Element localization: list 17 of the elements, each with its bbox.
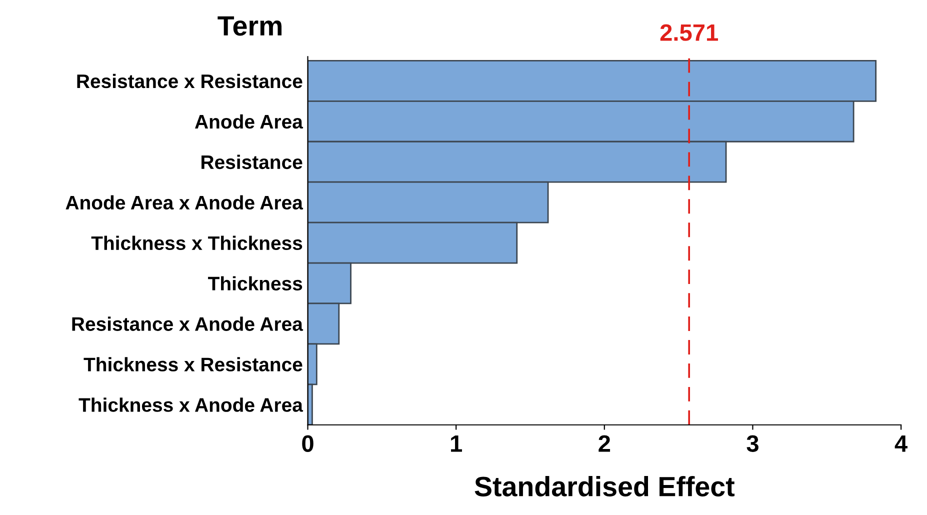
x-tick-label: 2: [598, 435, 610, 452]
y-tick-label: Thickness: [208, 276, 302, 290]
y-tick-label: Thickness x Resistance: [84, 357, 302, 372]
y-tick-label: Thickness x Thickness: [91, 236, 302, 250]
x-tick-label: 0: [302, 435, 314, 452]
y-axis-title: Term: [218, 16, 282, 36]
x-tick-label: 3: [746, 435, 758, 452]
x-axis-title: Standardised Effect: [474, 476, 735, 496]
y-tick-label: Resistance x Anode Area: [72, 316, 304, 331]
y-tick-label: Thickness x Anode Area: [78, 398, 304, 412]
y-tick-label: Anode Area: [194, 114, 304, 129]
y-tick-label: Resistance: [202, 154, 302, 170]
x-tick-label: 4: [894, 435, 908, 452]
x-tick-label: 1: [451, 435, 462, 452]
y-tick-label: Anode Area x Anode Area: [66, 195, 304, 210]
ref-line-label: 2.571: [660, 24, 718, 41]
y-tick-label: Resistance x Resistance: [77, 74, 302, 88]
